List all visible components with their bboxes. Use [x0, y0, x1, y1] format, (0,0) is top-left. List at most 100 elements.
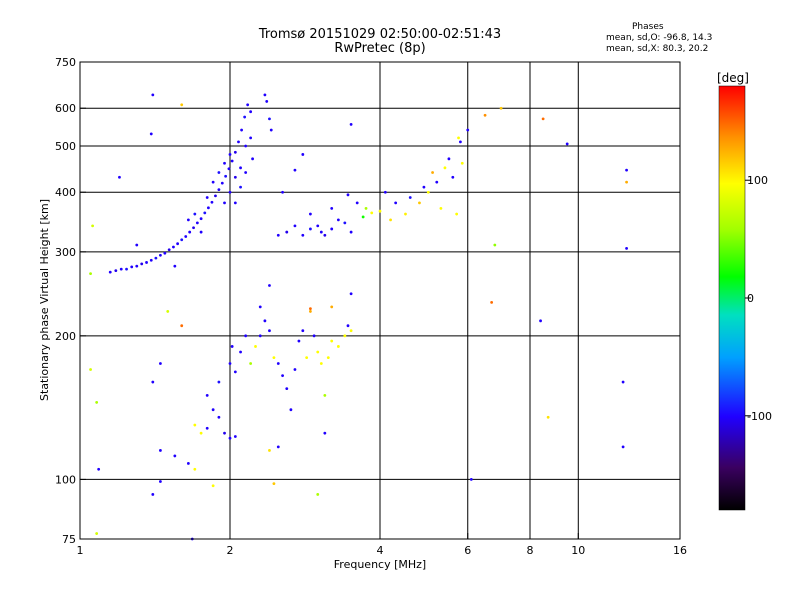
y-tick-label: 100	[55, 473, 76, 486]
data-point	[193, 467, 197, 471]
data-point	[233, 150, 237, 154]
data-point	[227, 167, 231, 171]
colorbar-ticks: 100 0 -100	[745, 174, 772, 423]
data-point	[370, 211, 374, 215]
data-point	[211, 484, 215, 488]
data-point	[176, 242, 180, 246]
data-point	[167, 248, 171, 252]
data-point	[330, 206, 334, 210]
x-tick-label: 8	[527, 544, 534, 557]
data-point	[258, 305, 262, 309]
data-point	[263, 319, 267, 323]
data-point	[118, 175, 121, 179]
data-point	[233, 175, 237, 179]
data-point	[186, 218, 190, 222]
data-point	[268, 117, 271, 121]
data-point	[349, 230, 353, 234]
data-point	[312, 334, 316, 338]
data-point	[309, 307, 312, 311]
x-tick-label: 4	[377, 544, 384, 557]
data-point	[166, 310, 170, 313]
data-point	[195, 221, 199, 225]
data-point	[268, 449, 271, 452]
data-point	[297, 339, 301, 343]
x-tick-label: 16	[673, 544, 687, 557]
data-point	[293, 368, 297, 371]
data-point	[206, 206, 210, 210]
data-point	[233, 201, 237, 205]
data-point	[330, 339, 334, 343]
data-point	[211, 408, 215, 412]
data-point	[228, 362, 232, 365]
data-point	[305, 356, 309, 360]
y-tick-label: 300	[55, 246, 76, 259]
x-axis-ticks: 1 2 4 6 8 10 16	[77, 533, 687, 557]
data-point	[205, 426, 209, 430]
y-axis-label: Stationary phase Virtual Height [km]	[38, 199, 51, 401]
data-point	[203, 211, 207, 215]
data-point	[343, 221, 347, 225]
y-tick-label: 500	[55, 140, 76, 153]
data-point	[330, 305, 334, 309]
data-point	[323, 233, 327, 237]
y-tick-label: 200	[55, 330, 76, 343]
data-point	[539, 319, 542, 323]
data-point	[130, 265, 134, 269]
data-point	[114, 269, 118, 272]
data-point	[285, 387, 289, 391]
data-point	[443, 166, 447, 170]
x-tick-label: 10	[571, 544, 585, 557]
data-point	[336, 345, 340, 348]
data-point	[451, 175, 455, 179]
data-point	[316, 493, 320, 496]
data-point	[276, 233, 280, 237]
data-point	[199, 431, 203, 435]
data-point	[355, 201, 359, 205]
data-point	[184, 235, 188, 238]
data-point	[217, 415, 221, 419]
data-point	[383, 190, 387, 194]
data-point	[237, 140, 240, 144]
data-point	[422, 185, 426, 189]
data-point	[230, 159, 234, 163]
data-point	[439, 206, 443, 210]
data-point	[159, 449, 162, 452]
data-point	[319, 230, 323, 234]
data-point	[249, 362, 253, 365]
data-point	[621, 445, 625, 449]
data-point	[309, 227, 312, 231]
data-point	[199, 217, 203, 221]
data-point	[323, 394, 327, 397]
data-point	[301, 153, 305, 156]
data-point	[249, 110, 253, 114]
data-point	[205, 394, 209, 397]
data-point	[108, 270, 112, 274]
data-point	[346, 193, 350, 197]
data-point	[309, 310, 312, 313]
data-point	[119, 267, 123, 271]
data-point	[228, 436, 232, 440]
data-point	[301, 329, 305, 333]
data-point	[276, 362, 280, 365]
data-point	[217, 380, 221, 384]
data-point	[154, 256, 158, 260]
data-point	[243, 115, 247, 119]
data-point	[172, 245, 175, 249]
data-point	[625, 180, 628, 184]
y-tick-label: 750	[55, 56, 76, 69]
data-point	[244, 171, 248, 174]
data-point	[217, 171, 221, 174]
data-point	[269, 128, 273, 132]
data-point	[240, 128, 243, 132]
data-point	[151, 380, 155, 384]
data-point	[159, 253, 162, 257]
data-point	[95, 401, 99, 404]
data-point	[378, 209, 382, 213]
data-point	[149, 258, 153, 262]
data-point	[159, 362, 162, 365]
data-point	[285, 230, 289, 234]
data-point	[316, 224, 320, 228]
data-point	[483, 113, 487, 117]
data-point	[220, 181, 224, 185]
